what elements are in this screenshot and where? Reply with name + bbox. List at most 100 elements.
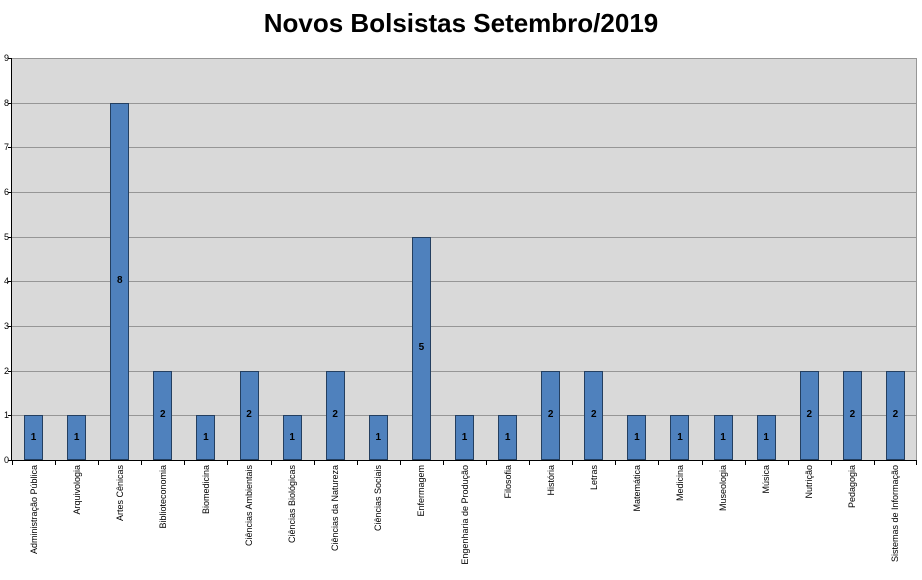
bar bbox=[627, 415, 647, 460]
gridline bbox=[12, 281, 917, 283]
y-axis-tick bbox=[8, 192, 12, 193]
y-axis-label: 3 bbox=[3, 321, 9, 331]
x-axis-tick bbox=[787, 460, 789, 465]
x-axis-tick bbox=[12, 460, 13, 465]
bar-value-label: 1 bbox=[30, 431, 37, 443]
plot-area: 1 1 8 2 1 2 1 2 1 5 1 1 2 2 1 1 1 1 2 2 2 bbox=[12, 58, 917, 460]
plot-right-border bbox=[916, 58, 917, 460]
bar bbox=[325, 370, 345, 460]
y-axis-tick bbox=[8, 281, 12, 283]
bar-value-label: 1 bbox=[203, 431, 209, 443]
bar-value-label: 5 bbox=[418, 342, 425, 354]
bar bbox=[455, 415, 474, 460]
x-axis-label: Ciências Ambientais bbox=[244, 465, 255, 547]
x-axis-labels: Administração Pública Arquivologia Artes C… bbox=[0, 465, 922, 580]
bar-value-label: 2 bbox=[849, 409, 856, 421]
x-axis-label: Ciências da Natureza bbox=[330, 465, 341, 552]
gridline bbox=[12, 58, 917, 59]
x-axis-tick bbox=[227, 460, 229, 465]
y-axis-tick bbox=[8, 460, 12, 461]
y-axis-tick bbox=[8, 326, 12, 327]
x-axis-label: Ciências Sociais bbox=[373, 465, 384, 532]
x-axis-label: Medicina bbox=[674, 465, 685, 502]
x-axis-tick bbox=[615, 460, 617, 465]
x-axis-tick bbox=[399, 460, 401, 465]
y-axis-label: 7 bbox=[3, 142, 9, 153]
y-axis-tick bbox=[8, 102, 12, 104]
x-axis-label: Nutrição bbox=[804, 465, 815, 499]
bar-value-label: 2 bbox=[332, 409, 338, 421]
bar-value-label: 2 bbox=[547, 409, 554, 421]
x-axis-tick bbox=[830, 460, 832, 465]
gridline bbox=[12, 236, 917, 238]
x-axis-tick bbox=[529, 460, 531, 465]
x-axis-label: Ciências Biológicas bbox=[287, 465, 298, 544]
bar bbox=[282, 415, 302, 460]
gridline bbox=[12, 192, 917, 193]
bar bbox=[842, 370, 862, 460]
x-axis-label: Enfermagem bbox=[416, 465, 427, 517]
bar bbox=[885, 370, 905, 460]
y-axis-tick bbox=[8, 58, 12, 59]
y-axis-line bbox=[11, 58, 12, 461]
bar-value-label: 1 bbox=[677, 431, 683, 443]
y-axis-label: 0 bbox=[3, 455, 9, 465]
bar-value-label: 2 bbox=[591, 409, 597, 421]
y-axis-label: 6 bbox=[3, 187, 9, 197]
bar bbox=[110, 102, 130, 460]
bar-value-label: 1 bbox=[289, 431, 295, 443]
x-axis-tick bbox=[98, 460, 100, 465]
x-axis-tick bbox=[141, 460, 143, 465]
x-axis-label: Filosofia bbox=[502, 465, 513, 499]
x-axis-label: Matemática bbox=[631, 465, 642, 512]
y-axis-label: 5 bbox=[3, 231, 9, 242]
bar-value-label: 1 bbox=[504, 431, 511, 443]
bar bbox=[756, 415, 776, 460]
chart-title: Novos Bolsistas Setembro/2019 bbox=[263, 8, 659, 38]
y-axis-label: 9 bbox=[3, 53, 9, 63]
gridline bbox=[12, 326, 917, 327]
gridline bbox=[12, 370, 917, 372]
bar bbox=[153, 370, 173, 460]
bar bbox=[713, 415, 733, 460]
bar-value-label: 2 bbox=[806, 409, 813, 421]
bar-value-label: 8 bbox=[116, 275, 123, 287]
x-axis-label: Artes Cênicas bbox=[114, 465, 125, 522]
y-axis-label: 4 bbox=[3, 276, 9, 287]
x-axis-label: Biomedicina bbox=[200, 465, 211, 515]
bar bbox=[368, 415, 388, 460]
x-axis-tick bbox=[313, 460, 315, 465]
bar-value-label: 1 bbox=[763, 431, 769, 443]
x-axis-label: Museologia bbox=[718, 465, 729, 512]
x-axis-tick bbox=[658, 460, 660, 465]
bar bbox=[584, 370, 604, 460]
x-axis-label: Pedagogia bbox=[847, 465, 858, 509]
bar-value-label: 1 bbox=[720, 431, 726, 443]
y-axis-tick bbox=[8, 147, 12, 149]
bar bbox=[498, 415, 518, 460]
bar-value-label: 1 bbox=[634, 431, 640, 443]
bar bbox=[411, 236, 431, 460]
x-axis-line bbox=[11, 460, 917, 461]
bar-value-label: 2 bbox=[246, 409, 252, 421]
x-axis-label: Música bbox=[761, 465, 772, 494]
bar bbox=[24, 415, 44, 460]
x-axis-tick bbox=[486, 460, 488, 465]
bar-value-label: 2 bbox=[892, 409, 899, 421]
x-axis-tick bbox=[873, 460, 875, 465]
y-axis-tick bbox=[8, 236, 12, 238]
x-axis-tick bbox=[572, 460, 574, 465]
bar bbox=[541, 370, 561, 460]
bar-value-label: 1 bbox=[73, 431, 80, 443]
gridline bbox=[12, 147, 917, 149]
x-axis-label: Engenharia de Produção bbox=[459, 465, 470, 565]
bar-value-label: 1 bbox=[375, 431, 382, 443]
x-axis-label: Biblioteconomia bbox=[157, 465, 168, 529]
bar-value-label: 2 bbox=[160, 409, 166, 421]
y-axis-label: 8 bbox=[3, 97, 9, 108]
x-axis-tick bbox=[55, 460, 57, 465]
x-axis-tick bbox=[270, 460, 272, 465]
bar bbox=[799, 370, 819, 460]
x-axis-tick bbox=[744, 460, 746, 465]
